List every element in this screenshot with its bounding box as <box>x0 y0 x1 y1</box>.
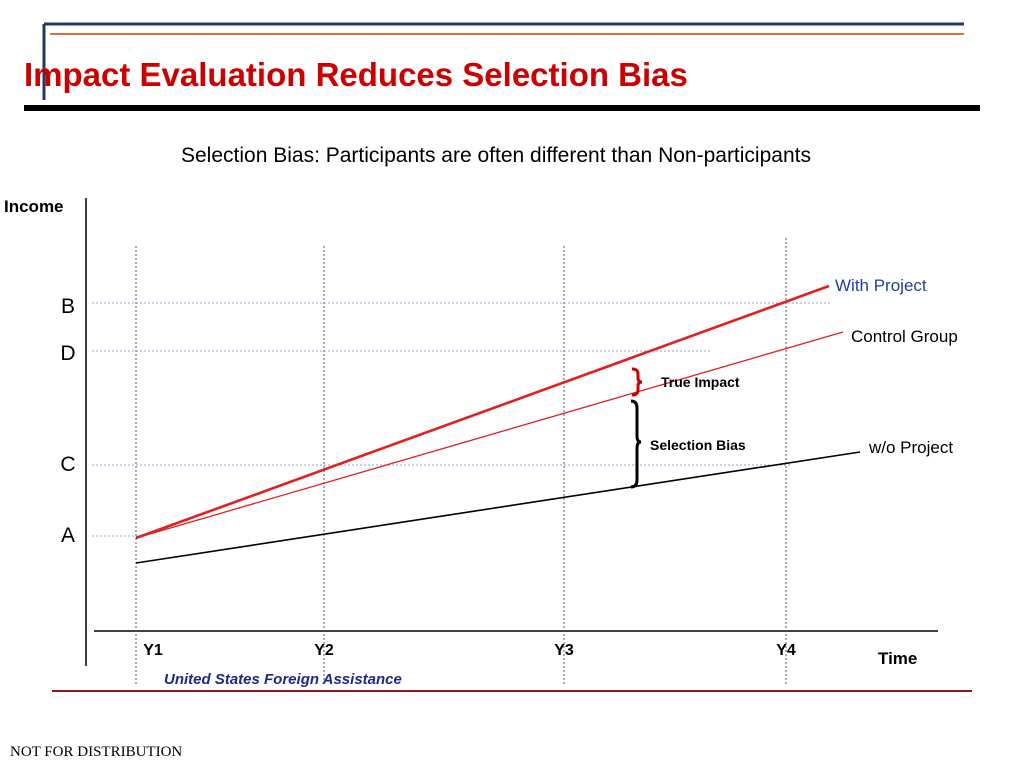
footer-organization: United States Foreign Assistance <box>164 671 402 688</box>
selection-bias-brace <box>630 399 642 489</box>
series-label-with-project: With Project <box>835 276 927 295</box>
slide-subtitle: Selection Bias: Participants are often d… <box>181 144 811 167</box>
level-label-c: C <box>60 453 76 476</box>
distribution-notice: NOT FOR DISTRIBUTION <box>10 744 183 760</box>
series-label-without-project: w/o Project <box>869 438 954 457</box>
x-tick-y4: Y4 <box>776 642 796 659</box>
y-axis-label: Income <box>4 197 64 216</box>
x-axis-label: Time <box>878 649 918 668</box>
level-label-d: D <box>60 342 76 365</box>
series-line-with-project <box>135 284 830 540</box>
series-line-control-group <box>135 331 844 539</box>
x-tick-y1: Y1 <box>143 642 163 659</box>
x-tick-y3: Y3 <box>554 642 574 659</box>
slide-title: Impact Evaluation Reduces Selection Bias <box>24 56 688 93</box>
level-label-a: A <box>60 524 75 547</box>
series-label-control-group: Control Group <box>851 327 958 346</box>
series-line-without-project <box>135 451 861 564</box>
annotation-selection-bias: Selection Bias <box>650 437 746 453</box>
true-impact-brace <box>631 367 643 397</box>
x-tick-y2: Y2 <box>314 642 334 659</box>
annotation-true-impact: True Impact <box>661 374 740 390</box>
level-label-b: B <box>60 295 75 318</box>
